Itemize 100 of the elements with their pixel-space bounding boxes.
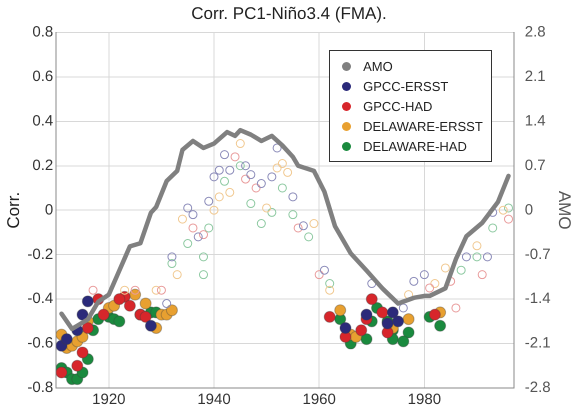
point — [230, 152, 240, 162]
point — [425, 283, 434, 292]
point — [488, 223, 498, 232]
point — [482, 252, 492, 262]
point — [220, 176, 230, 186]
y-tick-label: 0 — [44, 201, 54, 218]
point — [324, 310, 336, 323]
y2-tick-label: -0.7 — [524, 246, 551, 263]
point — [262, 203, 272, 212]
point — [204, 223, 214, 232]
y-tick-label: 0.4 — [32, 112, 54, 130]
point — [76, 346, 89, 358]
point — [183, 203, 192, 212]
x-tick-label: 1980 — [408, 391, 442, 408]
point — [198, 270, 208, 280]
point — [76, 308, 89, 321]
point — [236, 161, 245, 170]
point — [294, 223, 303, 232]
point — [152, 286, 161, 295]
point — [183, 239, 192, 248]
point — [267, 208, 276, 217]
point — [82, 295, 94, 308]
point — [402, 313, 415, 326]
point — [256, 179, 266, 188]
point — [214, 166, 224, 175]
point — [314, 270, 324, 280]
y2-tick-label: -2.8 — [524, 379, 551, 396]
point — [56, 366, 68, 378]
point — [130, 286, 140, 295]
legend-label: GPCC-HAD — [363, 98, 432, 114]
point — [420, 270, 429, 280]
point — [320, 266, 329, 275]
point — [167, 259, 176, 268]
point — [402, 326, 415, 338]
point — [140, 310, 152, 323]
point — [462, 252, 471, 262]
point — [241, 161, 250, 170]
point — [304, 232, 314, 242]
point — [498, 206, 508, 215]
point — [298, 221, 308, 230]
y-tick-label: 0.2 — [32, 156, 54, 174]
point — [225, 188, 234, 197]
y-tick-label: -0.6 — [27, 334, 54, 352]
y2-tick-label: 0 — [524, 201, 534, 218]
point — [267, 172, 276, 182]
point — [246, 170, 256, 180]
point — [325, 279, 334, 288]
point — [210, 172, 219, 182]
point — [124, 300, 136, 312]
point — [60, 333, 73, 346]
point — [246, 199, 256, 208]
point — [236, 139, 245, 148]
legend-label: GPCC-ERSST — [363, 78, 448, 94]
point — [392, 315, 404, 328]
point — [355, 324, 368, 336]
point — [166, 304, 178, 316]
point — [366, 293, 378, 306]
point — [434, 320, 446, 332]
y-tick-label: 0.6 — [32, 68, 54, 85]
point — [472, 252, 482, 262]
point — [241, 174, 250, 184]
legend-label: AMO — [363, 58, 393, 74]
legend-label: DELAWARE-HAD — [363, 138, 467, 154]
point — [278, 159, 287, 168]
point — [172, 270, 182, 280]
point — [288, 192, 298, 202]
y2-tick-label: 2.1 — [524, 68, 546, 85]
point — [456, 266, 466, 275]
point — [278, 183, 287, 192]
legend-label: DELAWARE-ERSST — [363, 118, 483, 134]
y2-tick-label: 2.8 — [524, 24, 546, 41]
point — [272, 163, 282, 172]
point — [430, 279, 440, 288]
point — [225, 166, 234, 175]
point — [140, 298, 152, 310]
point — [156, 286, 166, 295]
point — [252, 183, 261, 192]
y-tick-label: -0.4 — [27, 290, 54, 308]
point — [451, 303, 460, 312]
y2-axis-title: AMO — [555, 190, 574, 230]
point — [204, 196, 214, 206]
point — [272, 143, 282, 152]
point — [288, 210, 298, 220]
point — [188, 210, 198, 220]
point — [283, 168, 292, 177]
point — [188, 223, 198, 232]
point — [256, 219, 266, 228]
point — [472, 241, 482, 250]
point — [386, 306, 399, 318]
point — [214, 192, 224, 202]
point — [88, 286, 98, 295]
point — [334, 304, 346, 316]
point — [428, 308, 441, 321]
y2-tick-label: -1.4 — [524, 290, 551, 308]
y-tick-label: -0.2 — [27, 246, 54, 263]
point — [440, 263, 450, 272]
y-tick-label: 0.8 — [32, 24, 54, 41]
y2-tick-label: 1.4 — [524, 112, 546, 130]
point — [98, 308, 110, 321]
point — [113, 315, 126, 328]
